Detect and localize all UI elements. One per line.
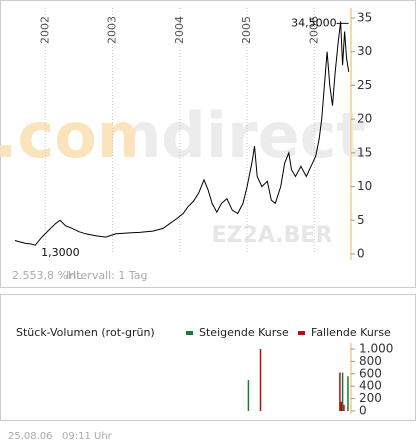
y-tick-label: 0 [357, 247, 365, 261]
volume-bar [339, 372, 341, 411]
y-tick-label: 30 [357, 44, 372, 58]
y-tick-label: 0 [359, 404, 367, 418]
volume-panel [0, 294, 416, 421]
y-tick-label: 35 [357, 11, 372, 25]
y-tick-label: 800 [359, 354, 382, 368]
y-tick-label: 25 [357, 78, 372, 92]
volume-bar [341, 372, 344, 411]
x-tick-label: 2005 [240, 16, 253, 44]
footnote: 2.553,8 %HL [12, 269, 83, 282]
x-tick-label: 2002 [38, 16, 51, 44]
volume-title: Stück-Volumen (rot-grün) [16, 326, 155, 339]
y-tick-label: 1.000 [359, 342, 393, 356]
x-tick-label: 2004 [173, 16, 186, 44]
watermark: .comdirect [0, 99, 366, 172]
legend-label: Fallende Kurse [311, 326, 391, 339]
x-tick-label: 2003 [106, 16, 119, 44]
volume-bar [247, 380, 250, 411]
volume-bar [343, 404, 345, 411]
footnote: Intervall: 1 Tag [66, 269, 148, 282]
y-tick-label: 15 [357, 145, 372, 159]
y-tick-label: 10 [357, 179, 372, 193]
annotation: 1,3000 [41, 246, 80, 259]
y-tick-label: 200 [359, 391, 382, 405]
legend-swatch [298, 331, 305, 335]
footer-date: 25.08.06 [8, 431, 53, 442]
legend-label: Steigende Kurse [199, 326, 289, 339]
y-tick-label: 5 [357, 213, 365, 227]
y-tick-label: 20 [357, 112, 372, 126]
footer-time: 09:11 Uhr [62, 431, 113, 442]
volume-bar [347, 376, 349, 411]
annotation: 34,5000 [291, 16, 337, 29]
price-line [14, 21, 350, 246]
volume-bar [340, 401, 343, 411]
y-tick-label: 600 [359, 366, 382, 380]
x-tick-label: 2006 [307, 16, 320, 44]
legend-swatch [186, 331, 193, 335]
volume-bar [259, 349, 262, 411]
watermark-symbol: EZ2A.BER [212, 223, 333, 248]
y-tick-label: 400 [359, 379, 382, 393]
